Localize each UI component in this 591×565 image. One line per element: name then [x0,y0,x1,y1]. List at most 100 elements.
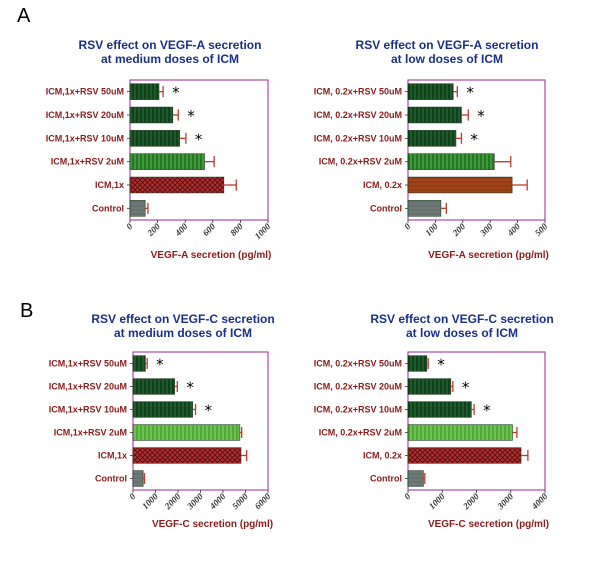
significance-star: * [205,402,213,420]
x-tick-label: 0 [124,221,135,232]
bar [407,378,452,395]
bar [407,401,472,418]
significance-star: * [437,356,445,374]
x-tick-label: 6000 [253,491,273,511]
significance-star: * [172,84,180,102]
x-axis-label: VEGF-A secretion (pg/ml) [151,250,272,261]
bar [129,106,174,124]
category-label: ICM, 0.2x+RSV 10uM [314,405,402,415]
category-label: Control [92,203,124,213]
plot-frame [407,351,546,491]
x-tick-label: 600 [201,221,218,238]
significance-star: * [187,107,195,125]
x-tick-label: 0 [127,491,138,502]
category-label: ICM, 0.2x+RSV 10uM [314,133,402,143]
x-tick-label: 200 [450,221,468,239]
x-tick-label: 1000 [253,221,273,241]
x-axis-label: VEGF-C secretion (pg/ml) [428,519,549,530]
plot-frame [129,79,269,221]
significance-star: * [470,130,478,148]
category-label: ICM, 0.2x+RSV 2uM [319,157,402,167]
x-tick-label: 300 [477,221,495,239]
significance-star: * [156,356,164,374]
x-axis-label: VEGF-C secretion (pg/ml) [152,519,273,530]
x-tick-label: 3000 [184,491,205,512]
x-tick-label: 1000 [427,491,447,511]
bar [407,424,513,441]
category-label: Control [370,203,402,213]
chart-title: RSV effect on VEGF-C secretion [370,312,553,326]
plot-frame [132,351,269,491]
x-tick-label: 2000 [460,491,481,512]
category-label: ICM,1x [98,451,127,461]
bar [407,130,457,147]
chart-title: at medium doses of ICM [101,52,239,66]
bar [129,130,180,147]
bar [132,470,144,487]
category-label: ICM,1x [95,180,124,190]
category-label: ICM,1x+RSV 20uM [49,382,127,392]
x-tick-label: 5000 [230,491,250,511]
x-tick-label: 100 [423,221,440,238]
significance-star: * [483,402,491,420]
x-tick-label: 2000 [162,491,183,512]
category-label: ICM,1x+RSV 10uM [46,133,124,143]
x-tick-label: 3000 [495,491,516,512]
bar [407,153,495,170]
category-label: ICM,1x+RSV 20uM [46,110,124,120]
category-label: Control [370,474,402,484]
x-tick-label: 500 [533,221,550,238]
chart-title: RSV effect on VEGF-C secretion [91,312,274,326]
category-label: ICM, 0.2x+RSV 20uM [314,110,402,120]
x-tick-label: 4000 [529,491,550,512]
category-label: ICM,1x+RSV 2uM [54,428,127,438]
category-label: ICM, 0.2x+RSV 50uM [314,87,402,97]
x-tick-label: 200 [145,221,163,239]
bar [129,83,160,100]
chart-title: at medium doses of ICM [114,326,252,340]
bar [407,470,424,487]
bar [132,378,175,395]
category-label: ICM, 0.2x+RSV 20uM [314,382,402,392]
category-label: ICM, 0.2x+RSV 2uM [319,428,402,438]
category-label: ICM, 0.2x+RSV 50uM [314,359,402,369]
bar [407,176,513,194]
bar [132,447,242,464]
x-tick-label: 400 [172,221,190,239]
x-tick-label: 0 [402,491,413,502]
bar [132,424,241,441]
bar [132,401,193,418]
bar [129,200,146,217]
category-label: ICM,1x+RSV 2uM [51,157,124,167]
bar [407,200,442,217]
category-label: ICM,1x+RSV 50uM [49,359,127,369]
bar [129,153,205,170]
significance-star: * [466,84,474,102]
category-label: Control [95,474,127,484]
x-tick-label: 400 [505,221,523,239]
x-axis-label: VEGF-A secretion (pg/ml) [428,250,549,261]
panel-letter-a: A [17,5,31,27]
bar [132,355,146,372]
x-tick-label: 1000 [140,491,160,511]
x-tick-label: 0 [402,221,413,232]
chart-title: RSV effect on VEGF-A secretion [79,38,262,52]
panel-letter-b: B [20,300,34,322]
category-label: ICM, 0.2x [363,180,402,190]
significance-star: * [195,130,203,148]
x-tick-label: 4000 [207,491,228,512]
bar [407,447,522,464]
bar [129,176,225,194]
chart-title: RSV effect on VEGF-A secretion [356,38,539,52]
chart-title: at low doses of ICM [391,52,503,66]
plot-frame [407,79,546,221]
significance-star: * [186,379,194,397]
x-tick-label: 800 [228,221,245,238]
bar [407,106,462,124]
chart-title: at low doses of ICM [406,326,518,340]
